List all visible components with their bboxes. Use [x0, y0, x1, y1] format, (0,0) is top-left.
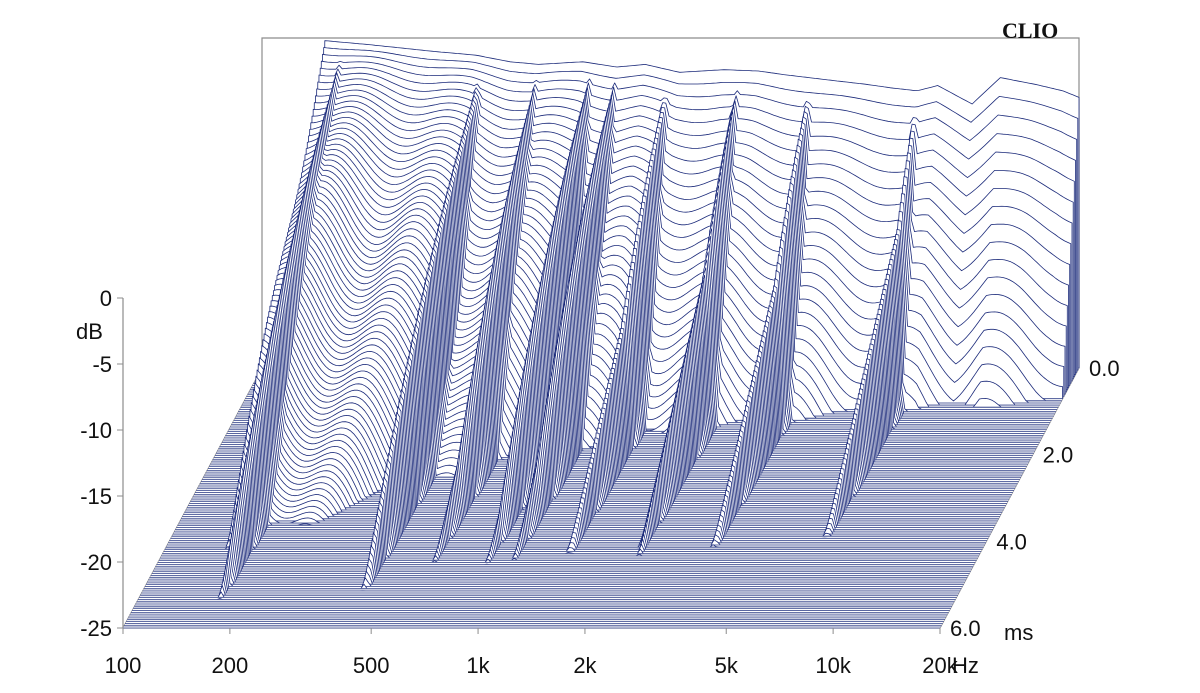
time-tick-label: 0.0 — [1089, 356, 1120, 381]
time-axis-ticks: 0.0 2.0 4.0 6.0 — [950, 356, 1120, 641]
time-tick-label: 6.0 — [950, 616, 981, 641]
level-tick-label: -15 — [80, 484, 112, 509]
frequency-tick-label: 100 — [105, 653, 142, 678]
decay-slices — [122, 40, 1080, 629]
level-tick-label: -5 — [92, 352, 112, 377]
level-tick-label: -20 — [80, 550, 112, 575]
frequency-tick-label: 20k — [922, 653, 958, 678]
level-tick-label: -25 — [80, 616, 112, 641]
frequency-unit-label: Hz — [952, 653, 979, 678]
brand-label: CLIO — [1002, 18, 1058, 43]
level-tick-label: -10 — [80, 418, 112, 443]
level-unit-label: dB — [76, 319, 103, 344]
level-tick-label: 0 — [100, 286, 112, 311]
time-unit-label: ms — [1004, 620, 1033, 645]
level-axis-ticks: 0 -5 -10 -15 -20 -25 — [80, 286, 123, 641]
frequency-tick-label: 10k — [815, 653, 851, 678]
frequency-tick-label: 2k — [573, 653, 597, 678]
frequency-tick-label: 200 — [212, 653, 249, 678]
frequency-tick-label: 500 — [353, 653, 390, 678]
time-tick-label: 2.0 — [1043, 443, 1074, 468]
frequency-tick-label: 1k — [466, 653, 490, 678]
frequency-tick-label: 5k — [715, 653, 739, 678]
frequency-axis-ticks: 100 200 500 1k 2k 5k 10k 20k — [105, 628, 959, 678]
time-tick-label: 4.0 — [996, 529, 1027, 554]
